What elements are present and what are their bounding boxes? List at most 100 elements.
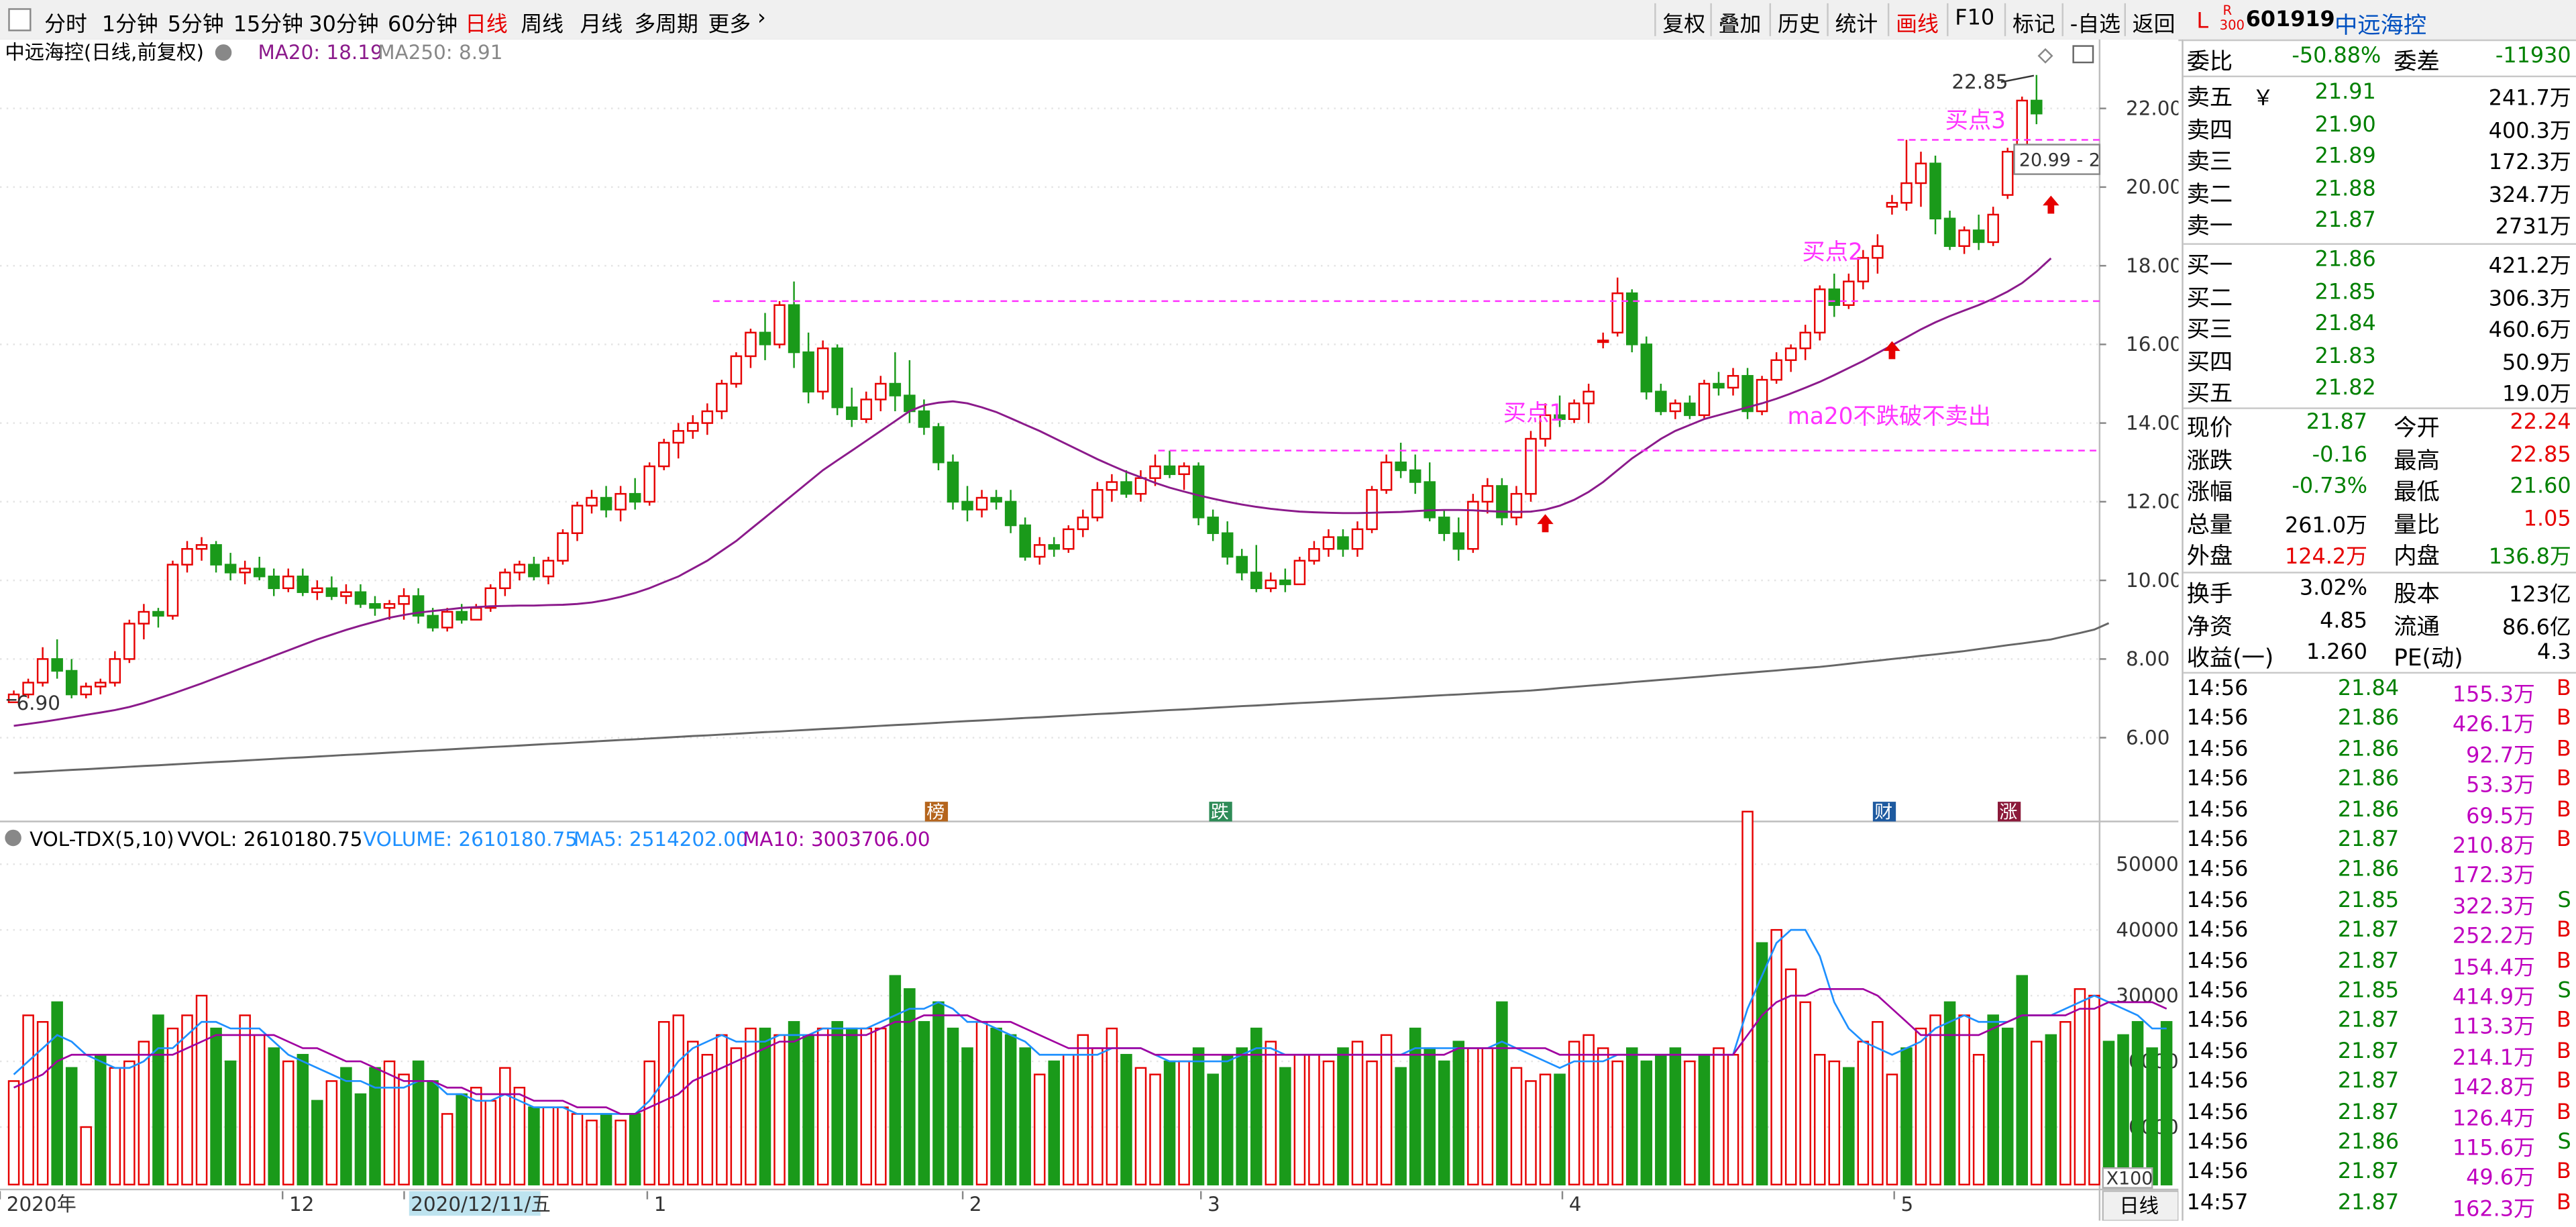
volume-bar [1496,1001,1508,1185]
tool-button[interactable]: F10 [1955,6,1995,32]
buy-level-row: 买三 21.84 460.6万 [2184,313,2576,344]
candle-body [109,658,121,684]
volume-bar [268,1047,280,1185]
candle-body [1048,544,1061,550]
buy-level-volume: 50.9万 [2502,351,2571,376]
toolbar-menu-icon[interactable] [8,8,32,32]
stat-value: 1.05 [2523,507,2571,532]
tick-row: 14:56 21.86 53.3万 B [2184,767,2576,799]
time-axis-label: 3 [1208,1193,1220,1216]
candle-body [383,603,396,609]
tool-button[interactable]: -自选 [2070,13,2121,38]
period-tab[interactable]: 30分钟 [309,13,379,38]
candle-body [7,693,20,704]
tick-time: 14:56 [2186,828,2249,853]
tool-button[interactable]: 统计 [1835,13,1878,38]
kline-chart-svg[interactable]: 6.008.0010.0012.0014.0016.0018.0020.0022… [0,39,2182,1222]
toolbar-divider [1654,3,1656,36]
sell-level-price: 21.91 [2314,81,2376,105]
fundamental-value: 4.3 [2537,641,2571,666]
period-tab[interactable]: 周线 [521,13,564,38]
toolbar-divider [1827,3,1829,36]
tool-button[interactable]: 标记 [2012,13,2055,38]
period-tab[interactable]: 多周期 [634,13,698,38]
tick-time: 14:57 [2186,1191,2249,1216]
volume-bar [36,1021,49,1185]
stock-tag-l: L [2196,9,2209,35]
tick-row: 14:56 21.87 142.8万 B [2184,1070,2576,1102]
tick-side: B [2556,1100,2571,1125]
tool-button[interactable]: 历史 [1777,13,1821,38]
ma250-line [13,622,2110,774]
tool-button[interactable]: 返回 [2132,13,2176,38]
volume-bar [1221,1054,1234,1185]
candle-body [845,406,858,420]
candle-body [1279,579,1291,586]
period-tab[interactable]: 60分钟 [387,13,458,38]
sell-level-label: 卖四 [2186,117,2233,144]
buy-level-price: 21.82 [2314,376,2376,402]
volume-bar [1843,1067,1855,1185]
candle-body [1756,378,1768,413]
volume-bar [1134,1067,1147,1185]
tick-side: B [2556,798,2571,822]
stock-tag-r: R [2222,3,2233,18]
tick-row: 14:56 21.87 126.4万 B [2184,1100,2576,1132]
candle-body [542,559,555,578]
buy-level-label: 买三 [2186,317,2233,344]
candle-body [311,587,323,593]
candle-body [239,568,251,574]
candle-body [398,595,410,605]
tool-button[interactable]: 画线 [1896,13,1939,38]
volume-bar [889,975,902,1185]
volume-bar [1669,1047,1682,1185]
period-tab[interactable]: 15分钟 [233,13,303,38]
period-tab[interactable]: 月线 [580,13,623,38]
tick-price: 21.87 [2337,949,2400,974]
volume-bar [557,1106,569,1185]
period-tab[interactable]: 日线 [465,13,508,38]
volume-bar [1149,1073,1161,1185]
volume-bar [1467,1047,1479,1185]
volume-bar [528,1106,540,1185]
period-tab[interactable]: 分时 [44,13,87,38]
chevron-right-icon[interactable]: › [757,6,766,32]
event-marker-box [1872,802,1896,822]
volume-bar [904,988,916,1185]
candle-body [1077,517,1089,531]
tool-button[interactable]: 叠加 [1718,13,1762,38]
candle-body [889,382,902,396]
tick-price: 21.87 [2337,1160,2400,1185]
tick-time: 14:56 [2186,949,2249,974]
candle-body [788,304,800,354]
candle-body [1987,213,1999,244]
candle-body [1770,359,1782,381]
toolbar-divider [1769,3,1772,36]
candle-body [484,587,497,609]
bottom-tab-box [2102,1190,2180,1222]
price-tick-label: 18.00 [2126,254,2178,277]
period-tab[interactable]: 1分钟 [101,13,158,38]
period-tab[interactable]: 更多 [708,13,751,38]
fundamental-value: 123亿 [2509,583,2571,608]
tick-time: 14:56 [2186,767,2249,792]
volume-bar [1120,1054,1132,1185]
candle-body [470,606,482,621]
buy-level-row: 买五 21.82 19.0万 [2184,376,2576,409]
period-tab[interactable]: 5分钟 [167,13,224,38]
sell-level-volume: 400.3万 [2488,119,2571,144]
tick-side: B [2556,949,2571,974]
tick-price: 21.87 [2337,918,2400,944]
candle-body [1380,462,1393,491]
candle-body [354,591,367,605]
tool-button[interactable]: 复权 [1662,13,1706,38]
tick-side: B [2556,1191,2571,1216]
volume-bar [95,1054,107,1185]
vol-indicator-name: VOL-TDX(5,10) [30,828,174,851]
tick-side: B [2556,1039,2571,1065]
volume-bar [1510,1067,1523,1185]
candle-body [210,544,222,566]
candle-body [1554,414,1566,420]
volume-bar [802,1034,814,1185]
tick-price: 21.86 [2337,858,2400,884]
